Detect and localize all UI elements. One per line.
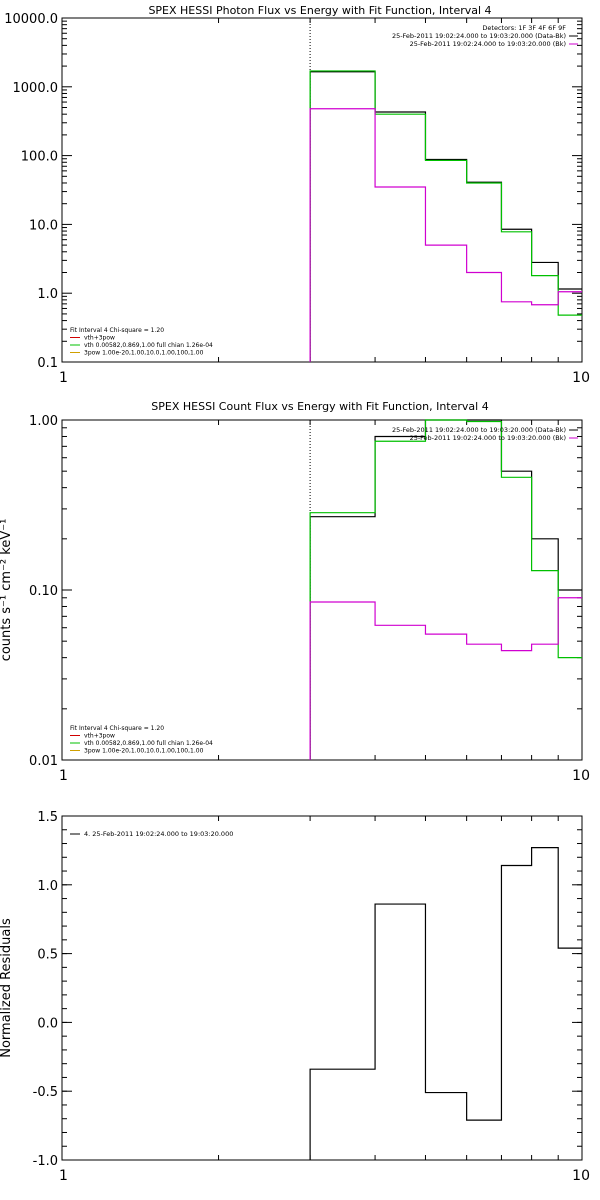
legend-label: 4. 25-Feb-2011 19:02:24.000 to 19:03:20.… xyxy=(84,830,233,838)
legend-label: vth 0.00582,0.869,1.00 full chian 1.26e-… xyxy=(84,740,213,747)
y-tick-label: 1.0 xyxy=(37,879,58,894)
legend-label: Detectors: 1F 3F 4F 6F 9F xyxy=(482,24,566,32)
y-tick-label: 1000.0 xyxy=(13,81,59,96)
plot-frame xyxy=(61,815,583,1161)
x-tick-label: 1 xyxy=(59,1168,68,1184)
y-tick-label: 0.0 xyxy=(37,1016,58,1031)
photon-flux-panel: SPEX HESSI Photon Flux vs Energy with Fi… xyxy=(4,4,590,386)
chart-title: SPEX HESSI Photon Flux vs Energy with Fi… xyxy=(148,4,491,17)
y-tick-label: 0.1 xyxy=(37,356,58,371)
series-line xyxy=(309,597,582,760)
legend-label: 25-Feb-2011 19:02:24.000 to 19:03:20.000… xyxy=(410,434,566,442)
legend-label: Fit Interval 4 Chi-square = 1.20 xyxy=(70,725,164,732)
x-tick-label: 10 xyxy=(572,768,590,784)
legend-label: 25-Feb-2011 19:02:24.000 to 19:03:20.000… xyxy=(392,32,566,40)
y-tick-label: 100.0 xyxy=(21,150,58,165)
y-tick-label: 10.0 xyxy=(29,218,58,233)
count-flux-panel: SPEX HESSI Count Flux vs Energy with Fit… xyxy=(0,400,590,784)
legend-label: 25-Feb-2011 19:02:24.000 to 19:03:20.000… xyxy=(410,40,566,48)
residuals-plot: -1.0 -0.5 0.0 0.5 1.0 1.5 1 10 4. 25-Feb-2011 19… xyxy=(33,810,590,1184)
x-tick-label: 10 xyxy=(572,370,590,386)
x-tick-label: 1 xyxy=(59,768,68,784)
series-line xyxy=(309,419,582,760)
y-tick-label: 0.10 xyxy=(29,584,58,599)
y-tick-label: 1.00 xyxy=(29,414,58,429)
residuals-panel: Normalized Residuals -1.0 -0.5 0.0 0.5 1.0 1.… xyxy=(0,810,590,1184)
legend-label: 3pow 1.00e-20,1.00,10.0,1.00,100,1.00 xyxy=(84,748,204,755)
legend-label: 25-Feb-2011 19:02:24.000 to 19:03:20.000… xyxy=(392,426,566,434)
y-axis-label: counts s⁻¹ cm⁻² keV⁻¹ xyxy=(0,519,14,662)
legend-label: vth+3pow xyxy=(84,335,115,342)
y-tick-label: 1.0 xyxy=(37,287,58,302)
plot-frame xyxy=(61,17,583,363)
x-tick-label: 10 xyxy=(572,1168,590,1184)
y-axis-label: Normalized Residuals xyxy=(0,918,14,1058)
x-tick-label: 1 xyxy=(59,370,68,386)
series-line xyxy=(309,419,582,760)
legend-label: vth 0.00582,0.869,1.00 full chian 1.26e-… xyxy=(84,342,213,349)
y-tick-label: 0.01 xyxy=(29,754,58,769)
y-tick-label: 1.5 xyxy=(37,810,58,825)
series-line xyxy=(309,71,582,362)
y-tick-label: 0.5 xyxy=(37,948,58,963)
legend-label: vth+3pow xyxy=(84,733,115,740)
legend-label: 3pow 1.00e-20,1.00,10.0,1.00,100,1.00 xyxy=(84,350,204,357)
count-flux-plot: 0.01 0.10 1.00 1 10 25-Feb-2011 19:02:24.000 … xyxy=(29,414,590,784)
y-tick-label: -1.0 xyxy=(33,1154,58,1169)
y-tick-label: -0.5 xyxy=(33,1085,58,1100)
series-line xyxy=(309,70,582,362)
series-line xyxy=(309,847,582,1160)
chart-title: SPEX HESSI Count Flux vs Energy with Fit… xyxy=(151,400,488,413)
y-tick-label: 10000.0 xyxy=(4,12,58,27)
legend-label: Fit Interval 4 Chi-square = 1.20 xyxy=(70,327,164,334)
photon-flux-plot: 0.1 1.0 10.0 100.0 1000.0 10000.0 1 10 Detectors… xyxy=(4,12,590,386)
series-line xyxy=(309,108,582,362)
